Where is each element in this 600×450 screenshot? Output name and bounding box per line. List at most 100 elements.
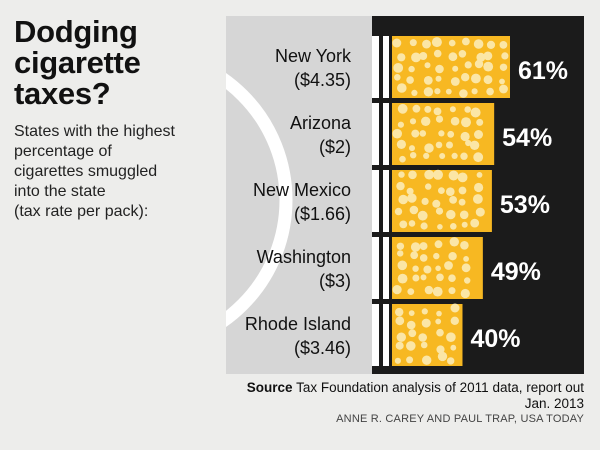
bar-dot: [463, 256, 469, 262]
bar-dot: [460, 241, 469, 250]
bar-dot: [446, 209, 456, 220]
bar-dot: [501, 52, 509, 60]
bar-dot: [396, 181, 405, 191]
bar-dot: [475, 207, 485, 217]
bar-dot: [392, 128, 403, 139]
bar-dot: [424, 105, 432, 113]
bar-dot: [448, 252, 457, 261]
bar-dot: [471, 73, 481, 84]
bar-dot: [411, 129, 420, 138]
bar-dot: [421, 318, 431, 328]
bar-dot: [421, 308, 428, 315]
chart-title: Dodging cigarette taxes?: [14, 14, 141, 111]
bar-dot: [396, 332, 406, 342]
bar-group: New York ($4.35) 61%: [275, 36, 568, 98]
bar-dot: [474, 59, 484, 69]
bar-filter-stripe: [383, 237, 389, 299]
bar-dot: [473, 194, 483, 204]
bar-dot: [458, 186, 467, 195]
bar-dot: [448, 52, 458, 62]
bar-dot: [460, 131, 470, 142]
tax-rate-label: ($3): [319, 271, 351, 291]
bar-dot: [424, 285, 434, 295]
bar-dot: [420, 222, 428, 230]
bar-dot: [406, 320, 416, 330]
bar-filter-stripe: [372, 103, 379, 165]
bar-dot: [433, 252, 440, 260]
bar-dot: [461, 263, 471, 273]
bar-dot: [436, 310, 442, 317]
bar-dot: [424, 62, 431, 69]
bar-dot: [499, 78, 505, 85]
bar-dot: [464, 106, 472, 113]
state-label: Arizona: [290, 113, 352, 133]
bar-dot: [471, 88, 478, 95]
bar-dot: [399, 155, 406, 163]
bar-dot: [419, 254, 428, 262]
state-label: Washington: [257, 247, 351, 267]
bar-dot: [486, 87, 494, 96]
bar-dot: [447, 130, 455, 138]
bar-dot: [395, 341, 404, 350]
bar-dot: [406, 341, 416, 351]
bar-dot: [448, 287, 456, 295]
bar-dot: [452, 65, 459, 72]
bar-dot: [435, 115, 444, 123]
bar-dot: [424, 169, 434, 180]
bar-dot: [450, 344, 457, 351]
bar-dot: [450, 116, 460, 126]
bar-dot: [398, 194, 409, 205]
bar-dot: [474, 130, 483, 139]
bar-dot: [399, 220, 408, 229]
bar-dot: [395, 307, 404, 317]
bar-dot: [397, 83, 407, 93]
bar-dot: [408, 310, 415, 316]
source-label: Source: [246, 380, 293, 395]
bar-dot: [392, 38, 402, 48]
bar-dot: [410, 152, 417, 159]
bar-dot: [465, 139, 472, 147]
bar-dot: [433, 107, 442, 116]
tax-rate-label: ($2): [319, 137, 351, 157]
bar-dot: [459, 89, 468, 98]
bar-dot: [422, 39, 431, 49]
bar-dot: [394, 74, 401, 81]
bar-dot: [409, 118, 417, 125]
bar-dot: [450, 303, 460, 313]
bar-dot: [476, 52, 486, 62]
bar-dot: [420, 341, 428, 349]
bar-dot: [459, 210, 469, 220]
bar-dot: [461, 73, 470, 82]
bar-dot: [423, 87, 434, 97]
bar-dot: [408, 220, 416, 227]
bar-dot: [412, 274, 420, 282]
bar-dot: [395, 316, 405, 326]
bar-dot: [397, 121, 404, 128]
bar-dot: [417, 210, 428, 221]
bar-dot: [421, 116, 431, 127]
bar-dot: [483, 61, 494, 72]
bar-dot: [444, 261, 453, 270]
bar-dot: [420, 274, 427, 281]
bar-dot: [450, 77, 460, 86]
bar-dot: [396, 139, 406, 149]
bar-filter-stripe: [372, 36, 379, 98]
bar-dot: [407, 193, 417, 203]
bar-dot: [411, 52, 421, 63]
bar-dot: [450, 316, 459, 325]
bar-filter-stripe: [372, 304, 379, 366]
bar-dot: [476, 118, 484, 126]
bar-dot: [406, 356, 414, 364]
bar-dot: [435, 207, 444, 215]
bar-dot: [423, 265, 432, 274]
bar-dot: [464, 277, 471, 284]
bar-dot: [412, 104, 421, 113]
bar-dot: [473, 39, 484, 49]
bar-dot: [436, 328, 444, 337]
bar-dot: [460, 288, 470, 299]
label-column: [226, 16, 372, 374]
bar-dot: [409, 145, 415, 152]
bar-filter-stripe: [383, 170, 389, 232]
bar-dot: [448, 170, 459, 181]
bar-group: Washington ($3) 49%: [257, 237, 541, 299]
